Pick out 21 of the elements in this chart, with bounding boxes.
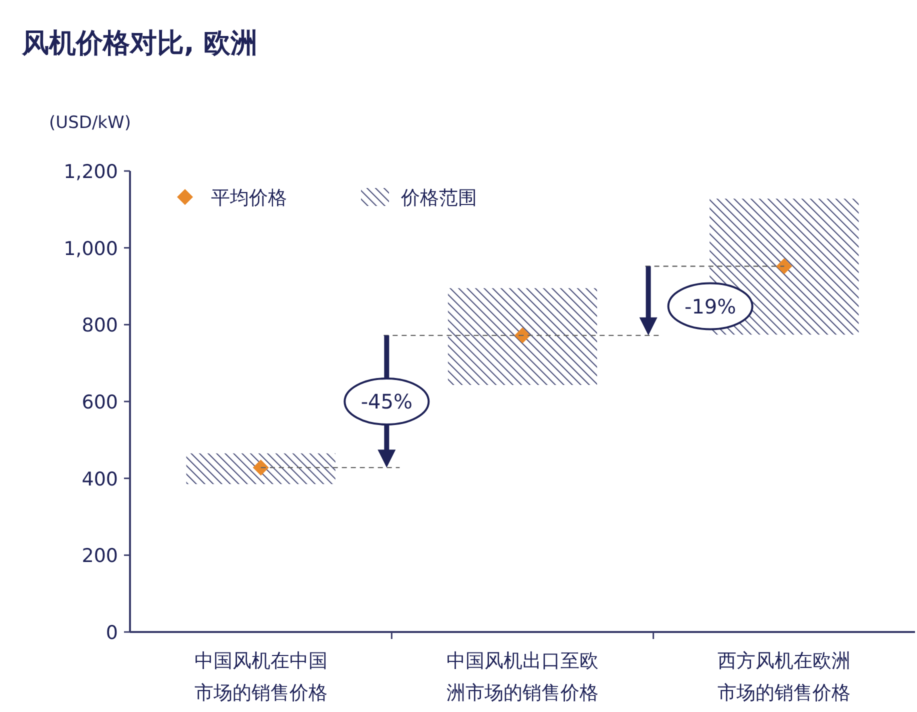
legend-label: 平均价格 <box>211 187 287 209</box>
bar <box>448 288 598 385</box>
x-tick-label: 中国风机在中国市场的销售价格 <box>194 650 328 704</box>
y-tick-label: 1,200 <box>64 161 118 183</box>
y-tick-label: 200 <box>82 545 118 568</box>
y-tick-label: 400 <box>82 468 118 490</box>
chart-title: 风机价格对比, 欧洲 <box>21 28 258 59</box>
legend-label: 价格范围 <box>400 187 477 209</box>
annotation: -19% <box>684 294 736 318</box>
y-tick-label: 800 <box>82 314 118 337</box>
y-tick-label: 600 <box>82 392 118 414</box>
x-tick-label: 中国风机出口至欧洲市场的销售价格 <box>446 650 598 704</box>
point <box>252 460 269 476</box>
x-tick-label: 西方风机在欧洲市场的销售价格 <box>718 650 851 704</box>
point <box>514 327 530 344</box>
point <box>776 258 792 274</box>
bar <box>186 453 336 484</box>
annotation: -45% <box>360 390 413 414</box>
y-tick-label: 1,000 <box>64 238 118 260</box>
y-axis-title: (USD/kW) <box>49 113 131 133</box>
y-tick-label: 0 <box>106 622 118 644</box>
